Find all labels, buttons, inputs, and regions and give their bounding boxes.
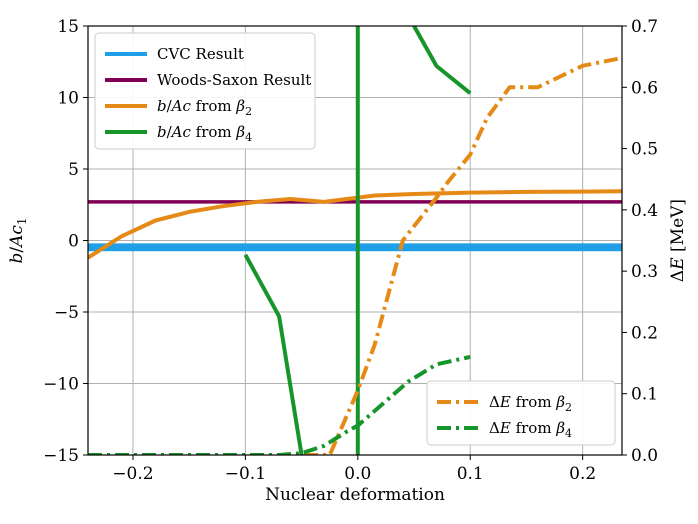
series-3-line-0 [243,253,304,455]
y-left-tick-label-3: 0 [68,232,79,252]
x-tick-label-3: 0.1 [457,464,484,484]
y-right-tick-label-0: 0.0 [631,446,658,466]
legend-upper: CVC Result Woods-Saxon Result b/Ac from β2… [94,32,316,150]
x-axis-title: Nuclear deformation [265,485,445,505]
series-3-line-2 [412,26,472,95]
x-tick-label-1: −0.1 [225,464,266,484]
y-left-tick-label-1: −10 [43,375,79,395]
x-tick-label-0: −0.2 [112,464,153,484]
y-right-axis-title-e: E [668,257,688,271]
y-right-tick-label-5: 0.5 [631,140,658,160]
y-left-tick-label-2: −5 [54,303,79,323]
x-tick-label-4: 0.2 [569,464,596,484]
legend-upper-box [94,32,316,150]
cvc-result-band [88,243,622,252]
y-left-tick-label-4: 5 [68,160,79,180]
legend-upper-label-3: b/Ac from β4 [157,123,252,144]
y-right-axis-title-unit: [MeV] [668,199,688,257]
y-left-tick-label-5: 10 [57,89,79,109]
y-left-tick-label-6: 15 [57,17,79,37]
y-right-tick-label-4: 0.4 [631,201,658,221]
legend-lower-label-0: ΔE from β2 [489,393,572,414]
y-right-tick-label-1: 0.1 [631,385,658,405]
y-right-tick-label-2: 0.2 [631,323,658,343]
y-left-axis-title-b: b [7,253,27,264]
y-right-axis-title: ΔE [MeV] [668,199,688,282]
series-layer [88,26,622,455]
legend-upper-label-2: b/Ac from β2 [157,97,252,118]
y-left-axis-title-slash: / [7,247,27,253]
y-right-tick-label-3: 0.3 [631,262,658,282]
y-right-tick-label-7: 0.7 [631,17,658,37]
y-left-axis-title-ac: Ac [7,225,27,249]
y-right-tick-label-6: 0.6 [631,78,658,98]
ticks-layer: −0.2 −0.1 0.0 0.1 0.2 −15 −10 −5 0 5 10 15 0.0 0.1 0.2… [43,17,658,484]
x-tick-label-2: 0.0 [344,464,371,484]
y-left-tick-label-0: −15 [43,446,79,466]
series-4-line-0 [88,55,622,455]
legend-upper-label-0: CVC Result [157,45,244,63]
series-5-line-0 [88,354,471,455]
legend-upper-label-1: Woods-Saxon Result [157,71,311,89]
y-left-axis-title: b/Ac1 [7,217,29,263]
labels-layer: Nuclear deformation b/Ac1 ΔE [MeV] [7,199,688,505]
series-2-line-0 [88,189,622,260]
legend-lower-label-1: ΔE from β4 [489,419,572,440]
legend-lower: ΔE from β2 ΔE from β4 [426,380,616,446]
y-left-axis-title-sub: 1 [15,217,29,225]
y-right-axis-title-delta: Δ [668,270,688,282]
